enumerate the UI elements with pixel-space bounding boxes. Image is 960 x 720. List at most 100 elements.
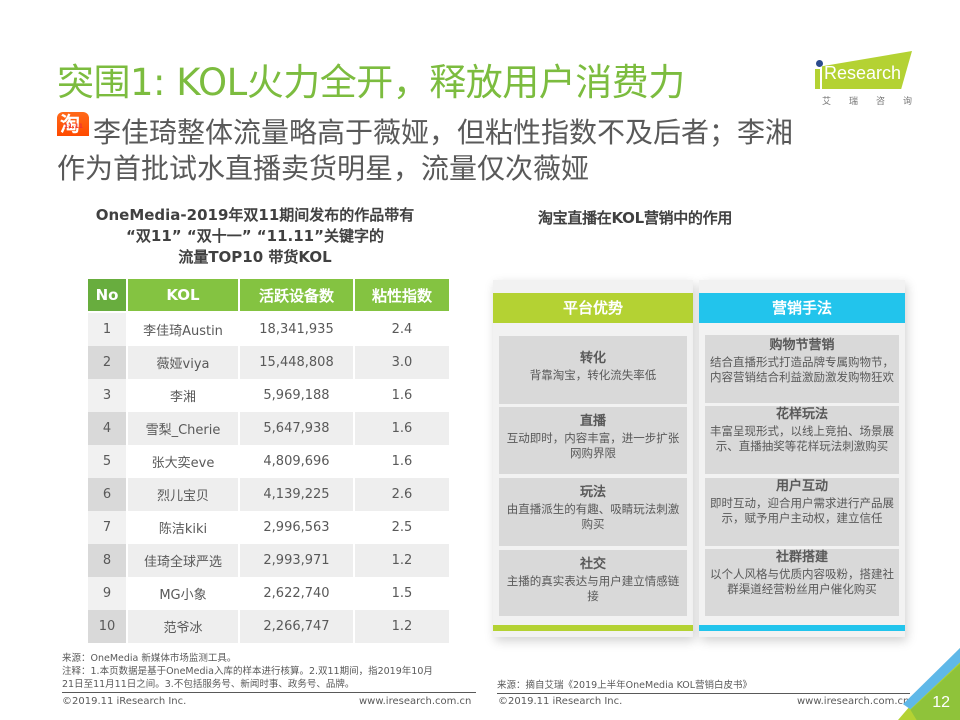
cell-kol: 佳琦全球严选	[128, 544, 238, 577]
table-title-line: “双11” “双十一” “11.11”关键字的	[126, 227, 384, 245]
item-desc: 以个人风格与优质内容吸粉，搭建社群渠道经营粉丝用户催化购买	[710, 567, 894, 596]
subtitle-line2: 作为首批试水直播卖货明星，流量仅次薇娅	[57, 152, 590, 185]
corner-decoration: 12	[898, 648, 960, 720]
cell-no: 7	[88, 511, 126, 544]
column-header-kol: KOL	[128, 279, 238, 313]
table-row: 5 张大奕eve 4,809,696 1.6	[88, 445, 449, 478]
logo-text: Research	[824, 63, 902, 83]
item-desc: 主播的真实表达与用户建立情感链接	[506, 574, 680, 603]
platform-item: 社交 主播的真实表达与用户建立情感链接	[499, 550, 687, 616]
item-title: 用户互动	[775, 479, 828, 494]
platform-item: 玩法 由直播派生的有趣、吸睛玩法刺激购买	[499, 478, 687, 546]
cell-stickiness: 3.0	[355, 346, 449, 379]
diagram-title: 淘宝直播在KOL营销中的作用	[537, 209, 733, 227]
item-title: 花样玩法	[775, 407, 828, 422]
cell-no: 9	[88, 577, 126, 610]
cell-no: 5	[88, 445, 126, 478]
item-title: 转化	[579, 351, 606, 366]
cell-kol: 范爷冰	[128, 610, 238, 643]
table-title: OneMedia-2019年双11期间发布的作品带有 “双11” “双十一” “…	[60, 205, 450, 268]
cell-no: 1	[88, 313, 126, 346]
subtitle-line1: 李佳琦整体流量略高于薇娅，但粘性指数不及后者；李湘	[93, 116, 794, 149]
table-row: 4 雪梨_Cherie 5,647,938 1.6	[88, 412, 449, 445]
item-title: 购物节营销	[769, 338, 835, 353]
item-desc: 背靠淘宝，转化流失率低	[529, 368, 657, 382]
footer-website: www.iresearch.com.cn	[359, 696, 472, 707]
taobao-badge: 11.11	[64, 123, 83, 130]
logo-cn: 艾 瑞 咨 询	[822, 94, 912, 107]
marketing-item: 用户互动 即时互动，迎合用户需求进行产品展示，赋予用户主动权，建立信任	[705, 478, 899, 546]
platform-footer-bar	[493, 625, 693, 631]
logo-banner: Research	[822, 51, 912, 89]
platform-advantage-header: 平台优势	[493, 293, 693, 323]
table-row: 10 范爷冰 2,266,747 1.2	[88, 610, 449, 643]
cell-stickiness: 2.5	[355, 511, 449, 544]
item-title: 直播	[579, 414, 606, 429]
cell-devices: 15,448,808	[240, 346, 353, 379]
marketing-method-card: 营销手法 购物节营销 结合直播形式打造品牌专属购物节，内容营销结合利益激励激发购…	[699, 280, 905, 637]
logo-cn-char: 艾	[822, 97, 832, 107]
logo-i-bar	[815, 69, 820, 89]
item-title: 玩法	[579, 485, 606, 500]
cell-no: 3	[88, 379, 126, 412]
cell-devices: 2,993,971	[240, 544, 353, 577]
cell-no: 2	[88, 346, 126, 379]
cell-kol: 烈儿宝贝	[128, 478, 238, 511]
cell-kol: 张大奕eve	[128, 445, 238, 478]
page-title: 突围1: KOL火力全开，释放用户消费力	[57, 61, 685, 104]
platform-item: 转化 背靠淘宝，转化流失率低	[499, 336, 687, 404]
item-title: 社交	[579, 557, 606, 572]
cell-devices: 2,622,740	[240, 577, 353, 610]
cell-kol: 陈洁kiki	[128, 511, 238, 544]
item-desc: 即时互动，迎合用户需求进行产品展示，赋予用户主动权，建立信任	[710, 496, 894, 525]
cell-devices: 2,266,747	[240, 610, 353, 643]
note-text: 注释：1.本页数据是基于OneMedia入库的样本进行核算。2.双11期间，指2…	[62, 666, 433, 677]
cell-stickiness: 2.6	[355, 478, 449, 511]
table-row: 7 陈洁kiki 2,996,563 2.5	[88, 511, 449, 544]
table-row: 3 李湘 5,969,188 1.6	[88, 379, 449, 412]
footer-copyright: ©2019.11 iResearch Inc.	[62, 696, 187, 707]
table-header-row: No KOL 活跃设备数 粘性指数	[88, 279, 449, 313]
marketing-footer-bar	[699, 625, 905, 631]
footer-copyright: ©2019.11 iResearch Inc.	[498, 696, 623, 707]
cell-stickiness: 1.6	[355, 412, 449, 445]
cell-no: 6	[88, 478, 126, 511]
cell-no: 10	[88, 610, 126, 643]
cell-kol: MG小象	[128, 577, 238, 610]
iresearch-logo: Research 艾 瑞 咨 询	[812, 50, 912, 110]
marketing-item: 花样玩法 丰富呈现形式，以线上竞拍、场景展示、直播抽奖等花样玩法刺激购买	[705, 406, 899, 474]
footer-website: www.iresearch.com.cn	[797, 696, 910, 707]
left-source-note: 来源：OneMedia 新媒体市场监测工具。 注释：1.本页数据是基于OneMe…	[62, 652, 476, 693]
cell-stickiness: 2.4	[355, 313, 449, 346]
logo-cn-char: 瑞	[848, 97, 858, 107]
kol-table: No KOL 活跃设备数 粘性指数 1 李佳琦Austin 18,341,935 2.…	[86, 279, 451, 643]
source-text: 来源：OneMedia 新媒体市场监测工具。	[62, 653, 237, 664]
platform-advantage-card: 平台优势 转化 背靠淘宝，转化流失率低 直播 互动即时，内容丰富，进一步扩张网购…	[493, 280, 693, 637]
column-header-no: No	[88, 279, 126, 313]
cell-kol: 李湘	[128, 379, 238, 412]
page-subtitle: 淘 11.11 李佳琦整体流量略高于薇娅，但粘性指数不及后者；李湘 作为首批试水…	[57, 112, 917, 187]
table-title-line: 流量TOP10 带货KOL	[178, 248, 332, 266]
table-row: 9 MG小象 2,622,740 1.5	[88, 577, 449, 610]
table-row: 8 佳琦全球严选 2,993,971 1.2	[88, 544, 449, 577]
cell-kol: 薇娅viya	[128, 346, 238, 379]
marketing-item: 购物节营销 结合直播形式打造品牌专属购物节，内容营销结合利益激励激发购物狂欢	[705, 335, 899, 403]
cell-no: 4	[88, 412, 126, 445]
column-header-devices: 活跃设备数	[240, 279, 353, 313]
cell-stickiness: 1.6	[355, 379, 449, 412]
item-title: 社群搭建	[775, 550, 828, 565]
logo-cn-char: 询	[902, 97, 912, 107]
item-desc: 丰富呈现形式，以线上竞拍、场景展示、直播抽奖等花样玩法刺激购买	[710, 424, 894, 453]
taobao-glyph: 淘	[60, 112, 80, 136]
table-row: 6 烈儿宝贝 4,139,225 2.6	[88, 478, 449, 511]
cell-devices: 4,139,225	[240, 478, 353, 511]
cell-devices: 5,647,938	[240, 412, 353, 445]
cell-devices: 18,341,935	[240, 313, 353, 346]
cell-stickiness: 1.5	[355, 577, 449, 610]
cell-no: 8	[88, 544, 126, 577]
note-text: 21日至11月11日之间。3.不包括服务号、新闻时事、政务号、品牌。	[62, 679, 355, 690]
item-desc: 互动即时，内容丰富，进一步扩张网购界限	[506, 431, 680, 460]
table-title-line: OneMedia-2019年双11期间发布的作品带有	[95, 206, 415, 224]
cell-devices: 2,996,563	[240, 511, 353, 544]
cell-stickiness: 1.6	[355, 445, 449, 478]
